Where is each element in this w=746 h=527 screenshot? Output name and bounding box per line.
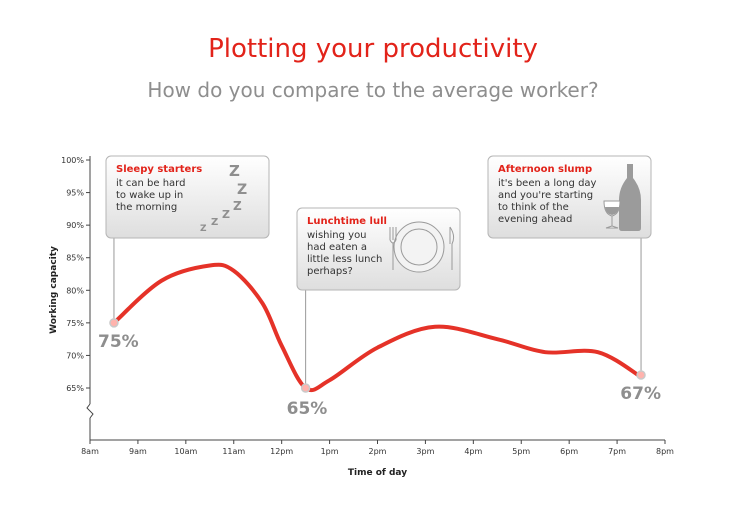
series-line <box>111 262 644 393</box>
fork <box>389 227 397 270</box>
highlight-label: 67% <box>620 384 661 404</box>
y-tick-label: 90% <box>66 221 84 230</box>
highlight-label: 65% <box>287 399 328 419</box>
x-tick-label: 8pm <box>656 447 674 456</box>
x-tick-label: 6pm <box>560 447 578 456</box>
x-tick-label: 5pm <box>512 447 530 456</box>
highlight-marker <box>636 370 646 380</box>
callout-text: it's been a long day <box>498 178 597 189</box>
callout-box <box>105 155 270 239</box>
y-tick-label: 70% <box>66 351 84 360</box>
chart-title: Plotting your productivity <box>208 34 538 64</box>
callout-title: Sleepy starters <box>116 164 202 175</box>
y-axis-break <box>86 403 94 419</box>
callout-text: evening ahead <box>498 214 572 225</box>
wine-bottle <box>619 164 641 231</box>
callout-text: and you're starting <box>498 190 593 201</box>
zzz-letter: Z <box>233 199 242 213</box>
x-tick-label: 7pm <box>608 447 626 456</box>
y-tick-label: 100% <box>61 156 84 165</box>
x-tick-label: 9am <box>129 447 147 456</box>
plate-inner <box>400 228 438 266</box>
callout-text: perhaps? <box>307 266 353 277</box>
callout-text: had eaten a <box>307 242 367 253</box>
callout-text: to think of the <box>498 202 569 213</box>
x-tick-label: 1pm <box>321 447 339 456</box>
x-tick-label: 11am <box>222 447 245 456</box>
callout-text: the morning <box>116 202 177 213</box>
wine-fill <box>605 207 619 215</box>
plate-cutlery-icon <box>389 221 455 273</box>
x-tick-label: 3pm <box>416 447 434 456</box>
y-tick-label: 65% <box>66 384 84 393</box>
callout-title: Lunchtime lull <box>307 216 387 227</box>
x-tick-label: 2pm <box>369 447 387 456</box>
highlight-label: 75% <box>98 332 139 352</box>
callout-title: Afternoon slump <box>498 164 592 175</box>
zzz-letter: Z <box>211 217 218 228</box>
callout-text: it can be hard <box>116 178 185 189</box>
x-tick-label: 12pm <box>270 447 293 456</box>
chart-subtitle: How do you compare to the average worker… <box>147 78 599 102</box>
zzz-letter: Z <box>200 224 207 234</box>
y-axis-title: Working capacity <box>49 246 59 334</box>
x-tick-label: 8am <box>81 447 99 456</box>
callout-box <box>487 155 652 239</box>
x-tick-label: 10am <box>174 447 197 456</box>
callout-text: to wake up in <box>116 190 183 201</box>
zzz-letter: Z <box>237 182 247 198</box>
x-tick-label: 4pm <box>464 447 482 456</box>
wine-bottle-glass-icon <box>603 164 641 231</box>
zzz-letter: Z <box>229 162 240 180</box>
highlight-marker <box>109 318 119 328</box>
x-axis-title: Time of day <box>348 468 407 478</box>
knife <box>449 226 455 270</box>
zzz-letter: Z <box>222 208 230 221</box>
callout-text: wishing you <box>307 230 367 241</box>
y-tick-label: 75% <box>66 319 84 328</box>
y-tick-label: 80% <box>66 286 84 295</box>
y-tick-label: 85% <box>66 254 84 263</box>
highlight-marker <box>300 383 311 393</box>
y-tick-label: 95% <box>66 189 84 198</box>
callout-text: little less lunch <box>307 254 382 265</box>
